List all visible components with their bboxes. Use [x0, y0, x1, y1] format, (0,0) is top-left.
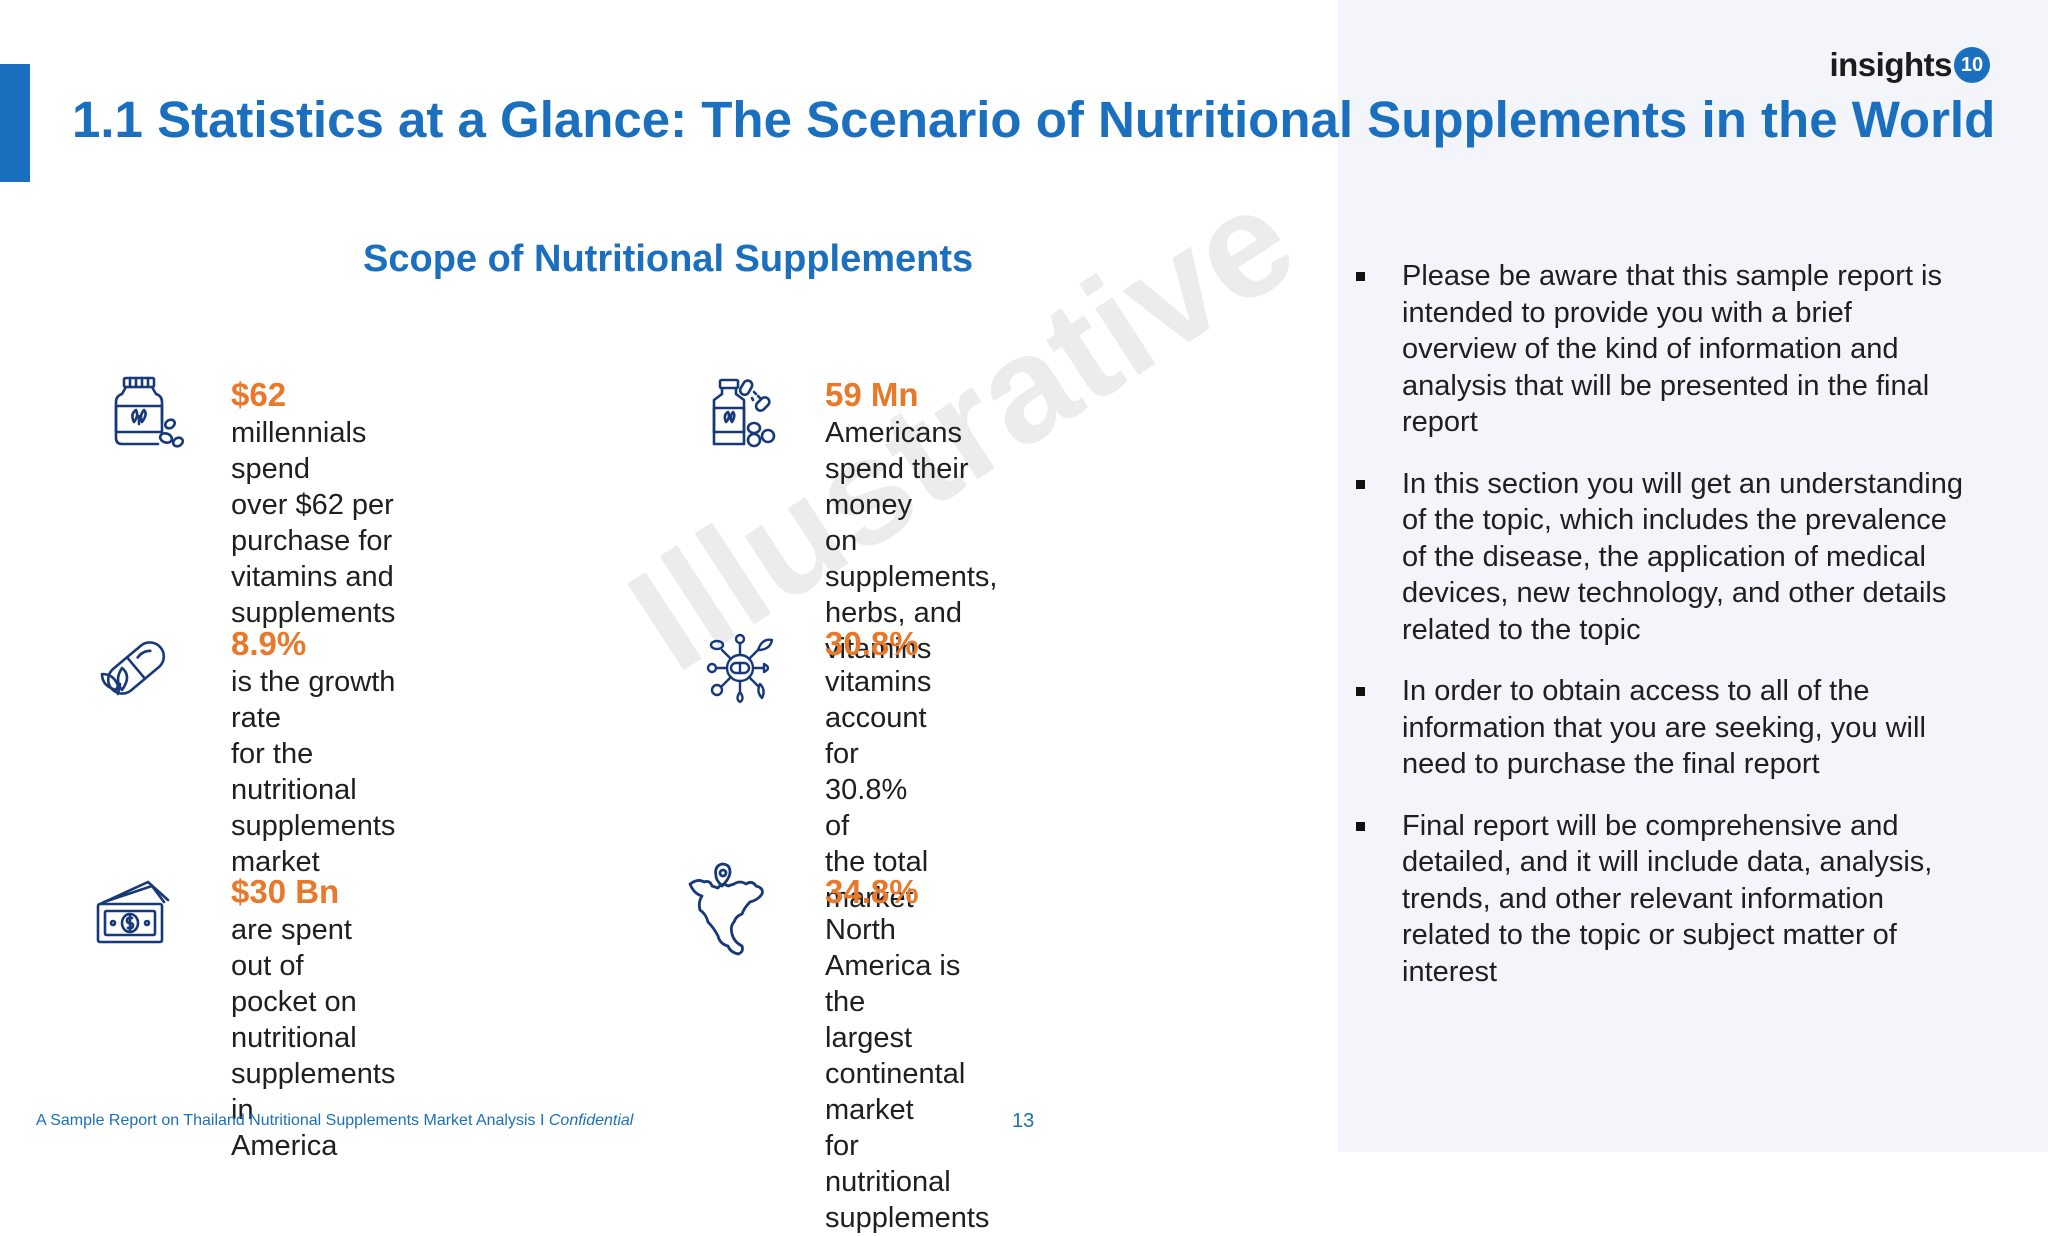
right-panel	[1338, 0, 2048, 1152]
bullet-square-icon	[1356, 479, 1365, 489]
logo-badge: 10	[1954, 47, 1990, 83]
footer-text: A Sample Report on Thailand Nutritional …	[36, 1112, 634, 1129]
stat-value: $30 Bn	[231, 873, 340, 910]
info-bullets: Please be aware that this sample report …	[1354, 258, 1974, 1015]
supplement-bottle-icon	[702, 372, 784, 454]
bullet-item: In order to obtain access to all of the …	[1354, 673, 1974, 783]
bullet-square-icon	[1356, 687, 1365, 696]
bullet-item: In this section you will get an understa…	[1354, 466, 1974, 649]
footer-confidential: Confidential	[548, 1112, 634, 1129]
stat-description: is the growth rate for the nutritional s…	[231, 665, 396, 878]
stat-description: are spent out of pocket on nutritional s…	[231, 913, 396, 1162]
bullet-square-icon	[1356, 821, 1365, 831]
stat-description: vitamins account for 30.8% of the total …	[825, 665, 932, 914]
page-title: 1.1 Statistics at a Glance: The Scenario…	[72, 91, 1996, 148]
title-accent-bar	[0, 64, 30, 182]
stat-description: North America is the largest continental…	[825, 913, 990, 1234]
stat-value: $62	[231, 376, 287, 413]
scope-title: Scope of Nutritional Supplements	[363, 238, 974, 280]
bullet-square-icon	[1356, 272, 1365, 281]
bullet-item: Please be aware that this sample report …	[1354, 258, 1974, 441]
stat-description: Americans spend their money on supplemen…	[825, 416, 998, 665]
north-america-map-icon	[684, 862, 784, 962]
vitamin-network-icon	[700, 628, 782, 710]
insights10-logo: insights 10	[1829, 46, 1990, 84]
stat-value: 8.9%	[231, 625, 307, 662]
supplement-jar-icon	[106, 372, 188, 454]
capsule-leaf-icon	[92, 628, 174, 710]
stat-value: 30.8%	[825, 625, 919, 662]
cash-icon	[92, 872, 174, 954]
stat-description: millennials spend over $62 per purchase …	[231, 416, 396, 629]
page-number: 13	[1012, 1110, 1035, 1132]
stat-value: 59 Mn	[825, 376, 919, 413]
logo-text: insights	[1829, 46, 1952, 83]
stat-value: 34.8%	[825, 873, 919, 910]
bullet-item: Final report will be comprehensive and d…	[1354, 808, 1974, 991]
